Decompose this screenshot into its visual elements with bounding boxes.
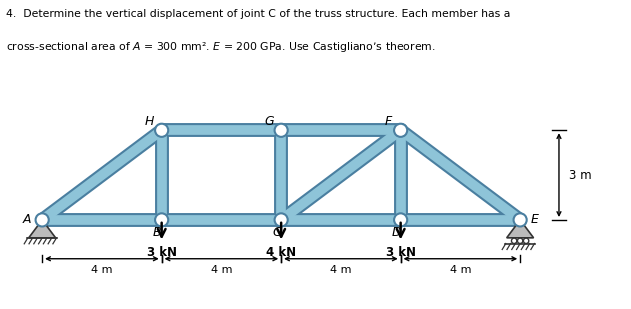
Text: 4 m: 4 m — [211, 265, 232, 275]
Circle shape — [155, 124, 168, 137]
Text: G: G — [264, 115, 274, 128]
Circle shape — [514, 213, 527, 226]
Text: F: F — [385, 115, 392, 128]
Circle shape — [155, 213, 168, 226]
Text: 4.  Determine the vertical displacement of joint C of the truss structure. Each : 4. Determine the vertical displacement o… — [6, 9, 510, 19]
Text: H: H — [145, 115, 155, 128]
Text: 4 m: 4 m — [330, 265, 351, 275]
Circle shape — [394, 213, 407, 226]
Polygon shape — [507, 220, 534, 238]
Text: 4 m: 4 m — [91, 265, 113, 275]
Text: E: E — [531, 214, 539, 226]
Circle shape — [394, 124, 407, 137]
Text: 3 kN: 3 kN — [146, 246, 177, 259]
Text: 4 m: 4 m — [450, 265, 471, 275]
Text: B: B — [153, 226, 162, 239]
Circle shape — [274, 213, 288, 226]
Circle shape — [274, 124, 288, 137]
Circle shape — [517, 238, 523, 243]
Polygon shape — [29, 220, 56, 238]
Text: 3 kN: 3 kN — [386, 246, 416, 259]
Circle shape — [35, 213, 49, 226]
Text: cross-sectional area of $A$ = 300 mm². $E$ = 200 GPa. Use Castigliano’s theorem.: cross-sectional area of $A$ = 300 mm². $… — [6, 40, 436, 54]
Text: C: C — [273, 226, 281, 239]
Text: 3 m: 3 m — [569, 169, 592, 182]
Circle shape — [512, 238, 517, 243]
Circle shape — [524, 238, 529, 243]
Text: 4 kN: 4 kN — [266, 246, 296, 259]
Text: A: A — [23, 214, 32, 226]
Text: D: D — [391, 226, 401, 239]
